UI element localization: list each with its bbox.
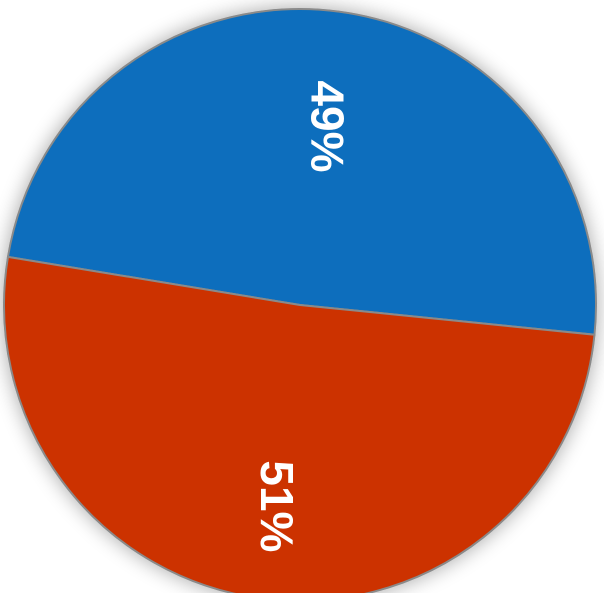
pie-slice-2 [3, 255, 596, 593]
pie-slice-1 [6, 8, 597, 336]
pie-slices [3, 8, 597, 593]
pie-slice-label-2: 51% [251, 460, 303, 552]
pie-slice-label-1: 49% [302, 80, 354, 172]
pie-labels: 49% 51% [251, 80, 353, 552]
